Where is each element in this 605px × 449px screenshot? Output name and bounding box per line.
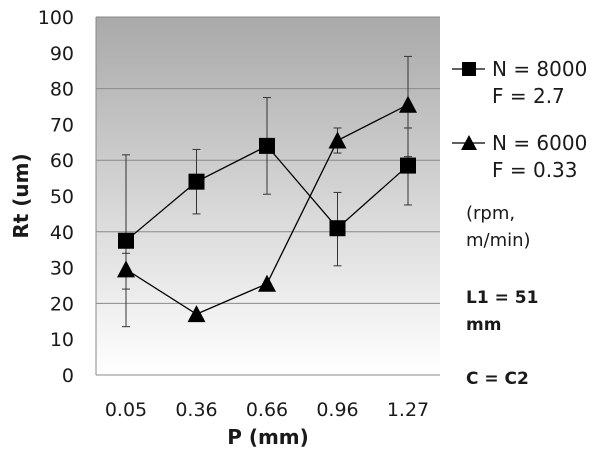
legend-label-2-line1: N = 6000: [492, 131, 587, 155]
y-tick-label: 50: [50, 186, 74, 208]
x-tick-label: 0.36: [175, 399, 217, 421]
series-1: [118, 97, 416, 290]
data-point-triangle: [399, 95, 417, 113]
legend: N = 8000 F = 2.7 N = 6000 F = 0.33: [452, 57, 587, 182]
y-tick-label: 90: [50, 43, 74, 65]
y-tick-label: 30: [50, 258, 74, 280]
legend-label-2-line2: F = 0.33: [492, 158, 578, 182]
y-tick-label: 40: [50, 222, 74, 244]
x-axis-title: P (mm): [227, 425, 309, 449]
grid-lines: [96, 16, 440, 304]
data-point-triangle: [328, 131, 347, 149]
series-layer: [117, 55, 417, 328]
series-2: [117, 55, 417, 328]
c-note: C = C2: [466, 369, 529, 389]
data-point-triangle: [258, 274, 276, 292]
legend-label-1-line1: N = 8000: [492, 57, 587, 81]
y-tick-label: 60: [50, 150, 74, 172]
y-tick-labels: 0 10 20 30 40 50 60 70 80 90 100: [38, 7, 74, 387]
l1-note-line2: mm: [466, 315, 501, 335]
x-tick-label: 1.27: [387, 399, 429, 421]
x-tick-label: 0.66: [246, 399, 288, 421]
y-tick-label: 20: [50, 293, 74, 315]
y-tick-label: 0: [62, 365, 74, 387]
legend-item-2: N = 6000 F = 0.33: [452, 131, 587, 182]
y-tick-label: 80: [50, 79, 74, 101]
data-point-square: [259, 137, 275, 154]
l1-note-line1: L1 = 51: [466, 288, 538, 308]
legend-item-1: N = 8000 F = 2.7: [452, 57, 587, 108]
plot-area: [96, 17, 440, 375]
data-point-square: [118, 232, 134, 249]
data-point-triangle: [117, 260, 135, 278]
y-tick-label: 10: [50, 329, 74, 351]
data-point-square: [400, 157, 416, 174]
x-tick-labels: 0.05 0.36 0.66 0.96 1.27: [105, 399, 429, 421]
data-point-triangle: [187, 305, 206, 323]
x-tick-label: 0.05: [105, 399, 147, 421]
y-tick-label: 100: [38, 7, 74, 29]
legend-square-marker: [462, 62, 476, 76]
data-point-square: [329, 220, 346, 237]
legend-label-1-line2: F = 2.7: [492, 84, 565, 108]
units-note-line1: (rpm,: [466, 203, 515, 224]
units-note-line2: m/min): [466, 230, 531, 251]
y-axis-title: Rt (um): [9, 153, 33, 238]
legend-triangle-marker: [461, 135, 477, 150]
x-tick-label: 0.96: [316, 399, 358, 421]
y-tick-label: 70: [50, 114, 74, 136]
data-point-square: [188, 173, 205, 190]
